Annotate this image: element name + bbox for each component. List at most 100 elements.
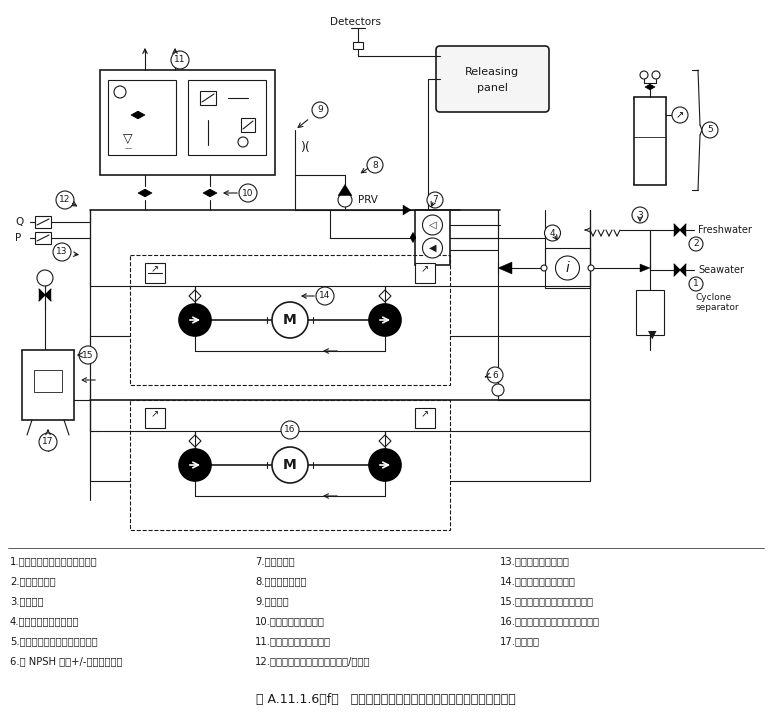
Circle shape — [114, 86, 126, 98]
Text: 16.容积式泵（一个马达对应一个）: 16.容积式泵（一个马达对应一个） — [500, 616, 600, 626]
Circle shape — [422, 238, 442, 258]
Text: M: M — [283, 313, 297, 327]
Polygon shape — [338, 184, 352, 196]
Text: ↗: ↗ — [676, 110, 684, 120]
Bar — [200, 91, 216, 105]
Polygon shape — [210, 189, 217, 197]
Bar — [145, 263, 165, 283]
Bar — [415, 263, 435, 283]
Circle shape — [588, 265, 594, 271]
Bar — [353, 42, 363, 49]
Circle shape — [556, 256, 580, 280]
Text: ▼: ▼ — [648, 330, 656, 340]
Text: 15: 15 — [83, 350, 93, 360]
Polygon shape — [674, 224, 680, 236]
Text: 14.卸压阀（每个泵一个）: 14.卸压阀（每个泵一个） — [500, 576, 576, 586]
Circle shape — [541, 265, 547, 271]
Bar — [415, 210, 450, 265]
Circle shape — [369, 304, 401, 336]
Circle shape — [53, 243, 71, 261]
Text: 3.倒流装置: 3.倒流装置 — [10, 596, 43, 606]
Polygon shape — [498, 262, 512, 274]
Bar — [35, 216, 51, 228]
Text: P: P — [15, 233, 22, 243]
Bar — [34, 370, 62, 392]
Text: Detectors: Detectors — [330, 17, 381, 27]
Text: Freshwater: Freshwater — [698, 225, 752, 235]
Text: 15.卸压阀排水支管（至输水槽）: 15.卸压阀排水支管（至输水槽） — [500, 596, 594, 606]
Text: 6: 6 — [492, 370, 498, 379]
Polygon shape — [410, 233, 416, 238]
Bar — [130, 255, 450, 385]
Circle shape — [39, 433, 57, 451]
Bar — [145, 408, 165, 428]
Circle shape — [56, 191, 74, 209]
Text: 3: 3 — [637, 211, 643, 219]
Text: 13: 13 — [56, 248, 68, 256]
Circle shape — [272, 447, 308, 483]
Text: ↗: ↗ — [151, 409, 159, 419]
Text: 10: 10 — [242, 189, 254, 197]
Polygon shape — [410, 238, 416, 243]
Bar — [545, 248, 590, 288]
Text: 4: 4 — [550, 229, 555, 238]
Polygon shape — [131, 111, 138, 119]
Bar — [636, 290, 664, 335]
Circle shape — [179, 304, 211, 336]
Bar — [634, 97, 666, 185]
Circle shape — [179, 449, 211, 481]
Polygon shape — [680, 264, 686, 276]
Bar — [241, 118, 255, 132]
Polygon shape — [650, 84, 655, 90]
Circle shape — [238, 137, 248, 147]
Circle shape — [672, 107, 688, 123]
Circle shape — [171, 51, 189, 69]
Circle shape — [312, 102, 328, 118]
Circle shape — [689, 237, 703, 251]
Polygon shape — [138, 189, 145, 197]
Circle shape — [37, 270, 53, 286]
Circle shape — [316, 287, 334, 305]
Bar — [35, 232, 51, 244]
Text: panel: panel — [476, 83, 507, 93]
Text: ↗: ↗ — [421, 409, 429, 419]
Text: 16: 16 — [284, 426, 296, 434]
Text: ↗: ↗ — [151, 264, 159, 274]
Text: Cyclone: Cyclone — [696, 293, 732, 303]
Circle shape — [544, 225, 560, 241]
Circle shape — [487, 367, 503, 383]
Text: 1.接供海水装置，带旋流分离器: 1.接供海水装置，带旋流分离器 — [10, 556, 97, 566]
Text: 14: 14 — [320, 291, 330, 300]
Text: 4.过滤器或带旁路的筛子: 4.过滤器或带旁路的筛子 — [10, 616, 80, 626]
Text: 6.带 NPSH 计（+/-）的吸入支管: 6.带 NPSH 计（+/-）的吸入支管 — [10, 656, 123, 666]
Text: ↗: ↗ — [421, 264, 429, 274]
Circle shape — [272, 302, 308, 338]
Polygon shape — [145, 189, 152, 197]
Text: 9.接流量计: 9.接流量计 — [255, 596, 289, 606]
Circle shape — [422, 215, 442, 235]
Text: 9: 9 — [317, 105, 323, 115]
Text: separator: separator — [696, 303, 740, 313]
Text: PRV: PRV — [358, 195, 378, 205]
Text: Q: Q — [15, 217, 23, 227]
Polygon shape — [39, 289, 45, 301]
Circle shape — [79, 346, 97, 364]
Bar — [188, 80, 266, 155]
Text: 7.备用气动泵: 7.备用气动泵 — [255, 556, 295, 566]
Text: ▽: ▽ — [124, 132, 133, 145]
Circle shape — [239, 184, 257, 202]
Polygon shape — [138, 111, 145, 119]
Text: 2: 2 — [693, 239, 699, 248]
Polygon shape — [203, 189, 210, 197]
Circle shape — [652, 71, 660, 79]
Circle shape — [640, 71, 648, 79]
Polygon shape — [45, 289, 51, 301]
Text: 图 A.11.1.6（f）   带卸压阀的容积式泵组细水雾系统示意图（典型）: 图 A.11.1.6（f） 带卸压阀的容积式泵组细水雾系统示意图（典型） — [256, 693, 516, 706]
FancyBboxPatch shape — [436, 46, 549, 112]
Text: ◁: ◁ — [428, 220, 436, 230]
Text: 12: 12 — [59, 196, 71, 204]
Text: 10.隔离阀（配区域阀）: 10.隔离阀（配区域阀） — [255, 616, 325, 626]
Text: i: i — [566, 261, 570, 275]
Circle shape — [702, 122, 718, 138]
Circle shape — [632, 207, 648, 223]
